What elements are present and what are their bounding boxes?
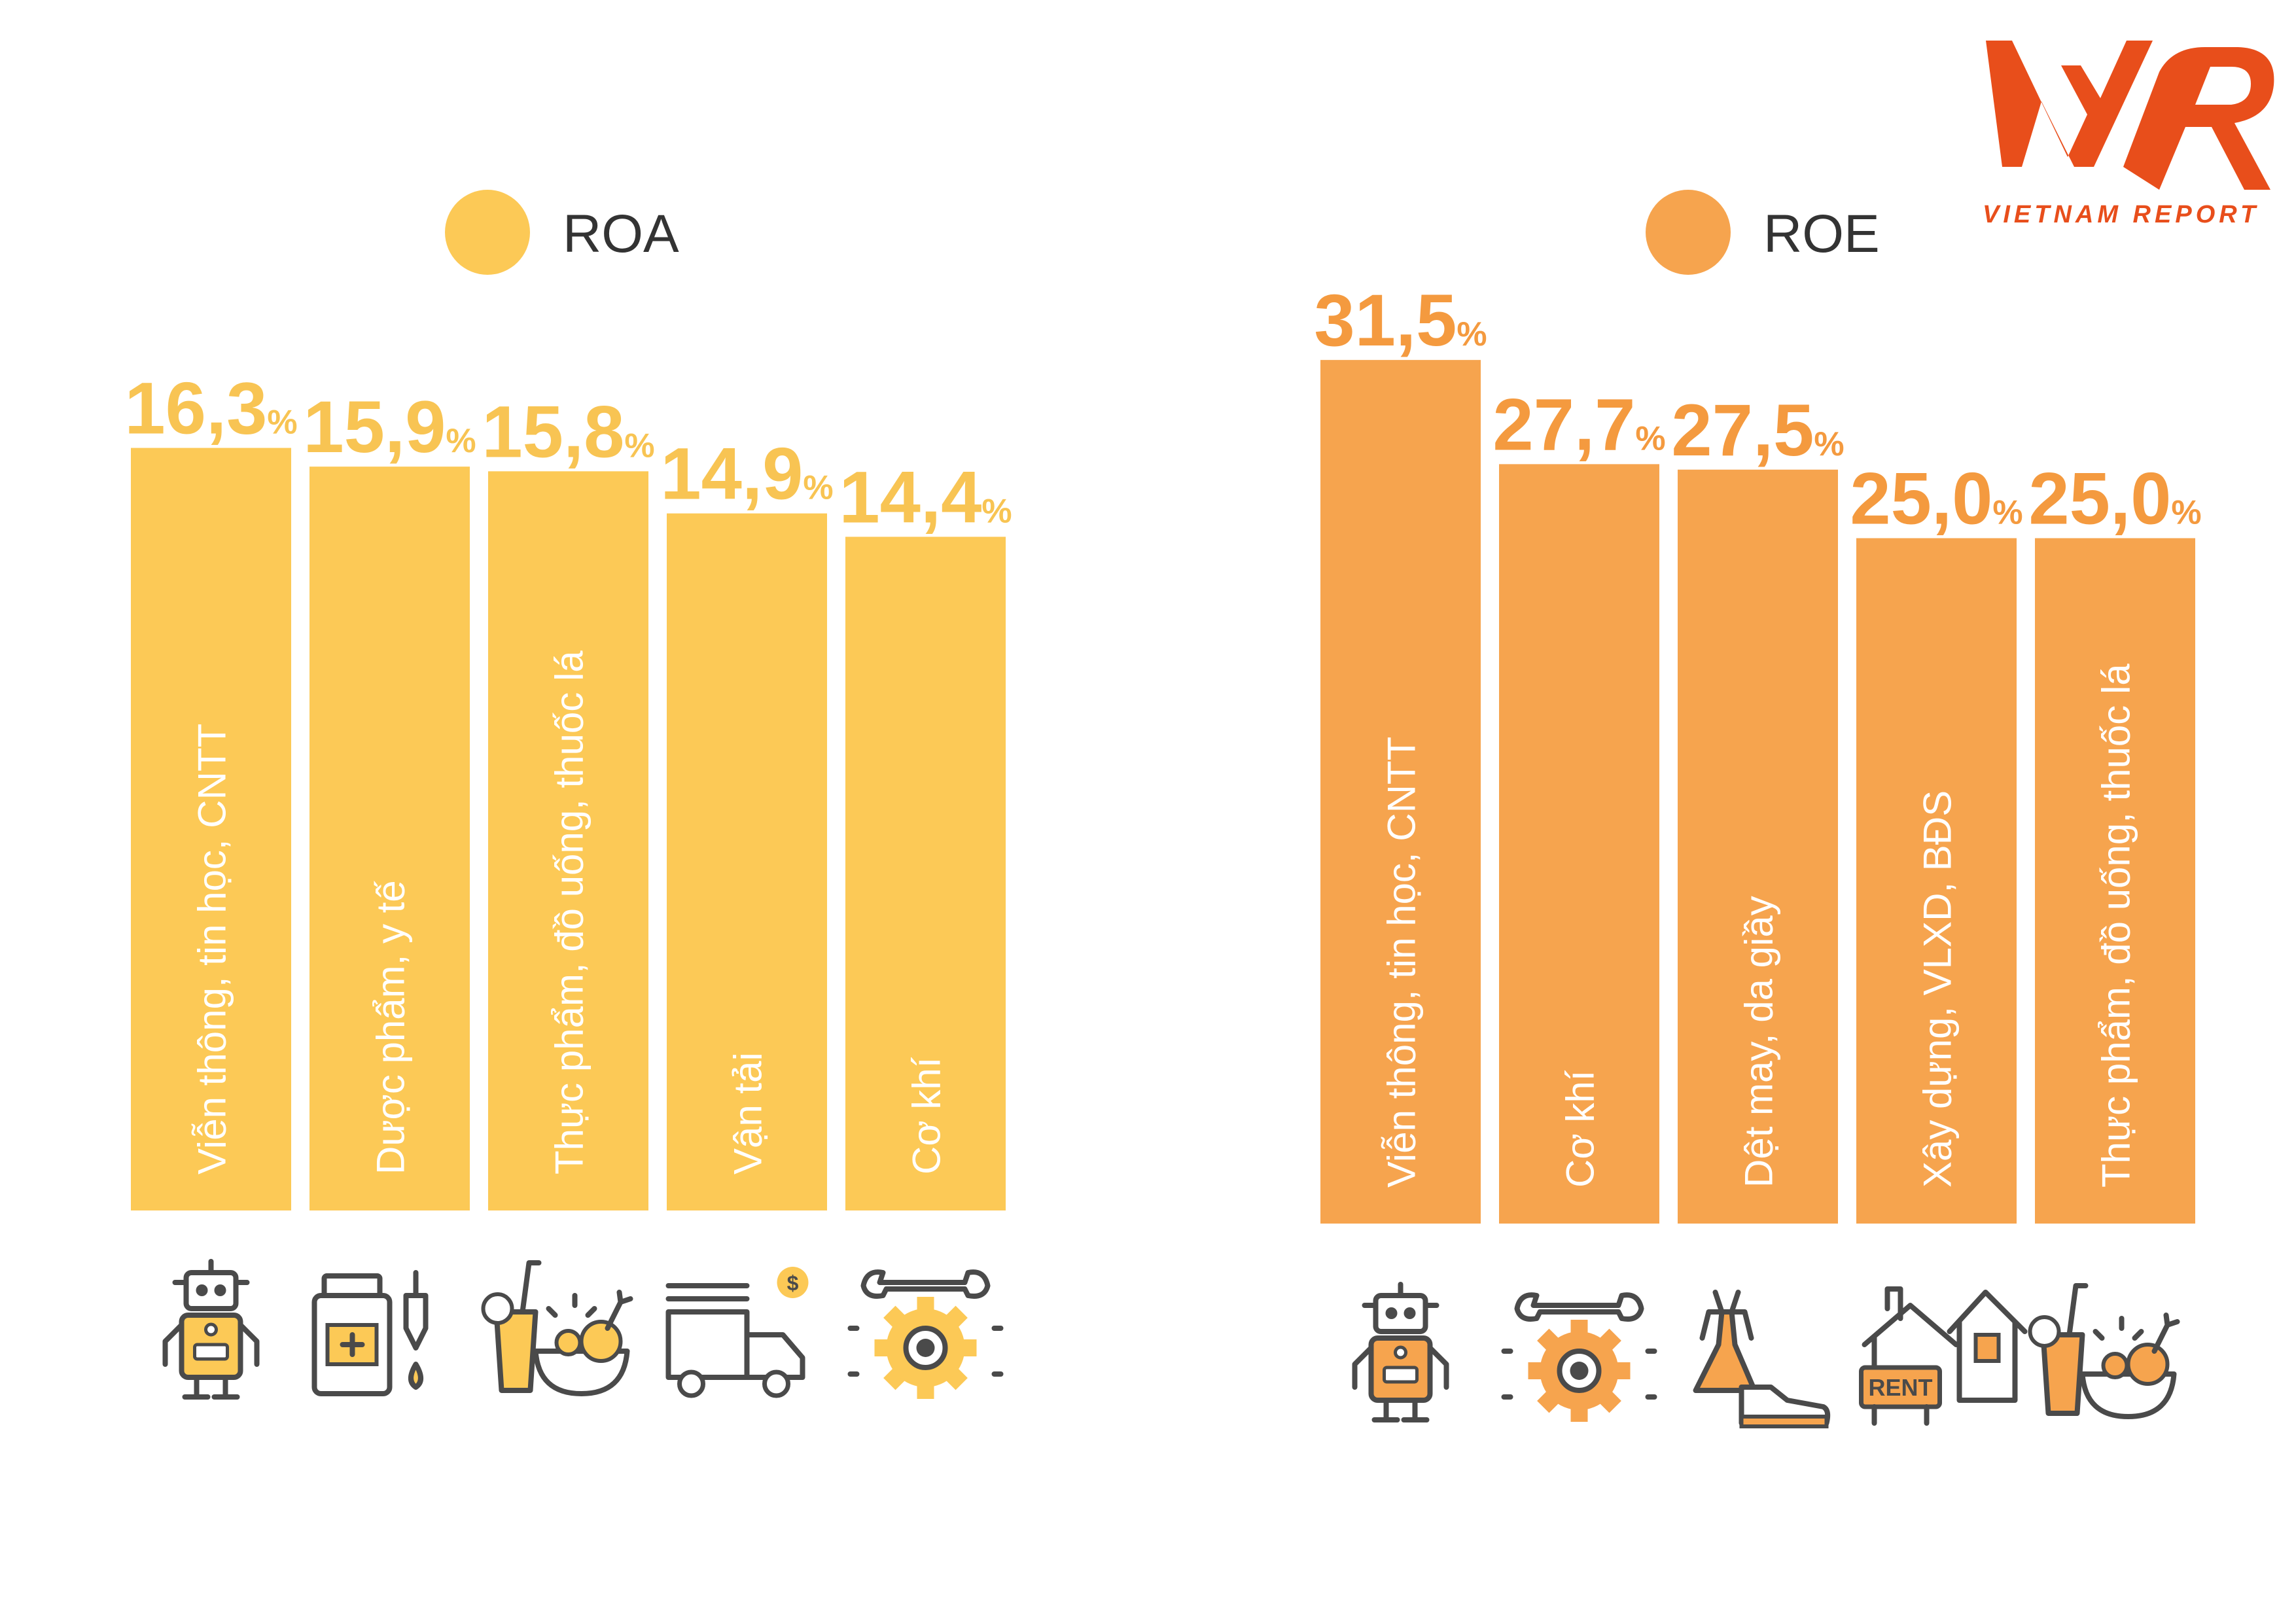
medicine-icon xyxy=(311,1270,429,1396)
bar-category-label: Dệt may, da giầy xyxy=(1737,896,1781,1188)
bar-category-label: Dược phẩm, y tế xyxy=(369,880,413,1174)
roe-chart: ROE 31,5% Viễn thông, tin học, CNTT 27,7% Cơ… xyxy=(1314,190,2202,1428)
bar-category-label: Cơ khí xyxy=(905,1057,949,1174)
legend-label: ROA xyxy=(563,204,679,264)
truck-icon: $ xyxy=(665,1267,809,1398)
bar-category-label: Thực phẩm, đồ uống, thuốc lá xyxy=(548,650,592,1174)
food-drink-icon xyxy=(481,1260,633,1396)
rent-house-icon: RENT xyxy=(1859,1286,2028,1426)
bar xyxy=(309,467,470,1210)
legend-swatch xyxy=(1646,190,1731,275)
bar-value-label: 27,5% xyxy=(1671,389,1844,471)
bar xyxy=(1856,538,2017,1224)
bar xyxy=(1678,469,1838,1224)
logo-mark xyxy=(1986,41,2274,190)
logo-text: VIETNAM REPORT xyxy=(1983,201,2259,228)
bar xyxy=(131,448,291,1210)
legend-swatch xyxy=(445,190,530,275)
bar-value-label: 14,4% xyxy=(839,456,1012,538)
bar-category-label: Cơ khí xyxy=(1559,1070,1602,1188)
bar-value-label: 31,5% xyxy=(1314,279,1487,361)
charts-root: ROA 16,3% Viễn thông, tin học, CNTT 15,9% Dư… xyxy=(124,190,2202,1428)
robot-icon xyxy=(162,1259,260,1400)
dress-shoe-icon xyxy=(1693,1290,1831,1428)
bar-category-label: Vận tải xyxy=(726,1052,770,1174)
food-drink-icon xyxy=(2028,1283,2180,1419)
bar xyxy=(488,471,648,1210)
svg-text:$: $ xyxy=(787,1271,799,1295)
bar xyxy=(667,513,827,1210)
bar xyxy=(2035,538,2195,1224)
bar-category-label: Xây dựng, VLXD, BĐS xyxy=(1916,790,1960,1188)
bar-value-label: 15,9% xyxy=(303,386,476,468)
gear-wrench-icon xyxy=(847,1269,1004,1399)
vnr-logo: VIETNAM REPORT xyxy=(1983,41,2274,228)
gear-wrench-icon xyxy=(1501,1292,1657,1422)
bar-value-label: 25,0% xyxy=(2028,458,2201,540)
legend-label: ROE xyxy=(1763,204,1880,264)
roa-chart: ROA 16,3% Viễn thông, tin học, CNTT 15,9% Dư… xyxy=(124,190,1012,1400)
bar-category-label: Thực phẩm, đồ uống, thuốc lá xyxy=(2094,663,2138,1188)
bar-value-label: 14,9% xyxy=(660,433,833,515)
bar-category-label: Viễn thông, tin học, CNTT xyxy=(1380,737,1424,1188)
rent-sign-text: RENT xyxy=(1869,1374,1933,1401)
bar xyxy=(1499,464,1659,1224)
bar-value-label: 15,8% xyxy=(482,391,654,472)
bar-category-label: Viễn thông, tin học, CNTT xyxy=(190,724,234,1174)
bar-value-label: 25,0% xyxy=(1850,458,2022,540)
robot-icon xyxy=(1352,1282,1449,1422)
bar-value-label: 27,7% xyxy=(1492,383,1665,465)
bar xyxy=(845,537,1006,1210)
bar xyxy=(1320,360,1481,1224)
bar-value-label: 16,3% xyxy=(124,368,297,450)
